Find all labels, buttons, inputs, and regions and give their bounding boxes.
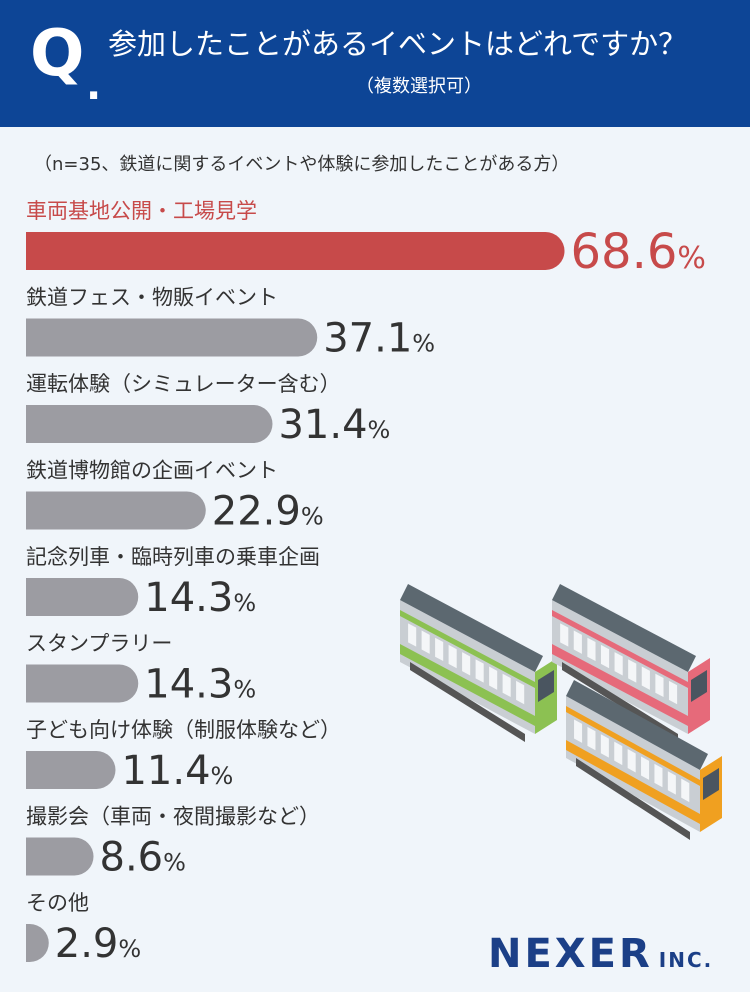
bar <box>26 491 206 530</box>
bar <box>26 837 94 876</box>
train-illustration <box>400 584 722 840</box>
category-label: その他 <box>26 891 89 915</box>
question-title: 参加したことがあるイベントはどれですか？ <box>108 27 688 61</box>
bar <box>26 664 139 703</box>
bar <box>26 232 565 270</box>
orange-train <box>566 680 722 840</box>
bar <box>26 924 49 962</box>
value-label: 11.4% <box>121 748 233 794</box>
logo-suffix: INC. <box>658 948 714 972</box>
category-label: 記念列車・臨時列車の乗車企画 <box>26 545 320 569</box>
question-mark-dot: . <box>86 63 102 109</box>
category-label: 子ども向け体験（制服体験など） <box>26 718 341 742</box>
category-label: 車両基地公開・工場見学 <box>26 199 257 223</box>
question-mark: Q <box>30 17 85 91</box>
bar <box>26 578 139 616</box>
question-header: Q . 参加したことがあるイベントはどれですか？ （複数選択可） <box>0 0 750 127</box>
value-label: 14.3% <box>144 662 256 708</box>
value-label: 68.6% <box>571 224 706 280</box>
bar <box>26 318 318 357</box>
question-subtitle: （複数選択可） <box>356 76 482 97</box>
value-label: 37.1% <box>323 316 435 362</box>
logo-main: NEXER <box>488 931 653 977</box>
nexer-logo: NEXER INC. <box>488 934 713 974</box>
sample-note: （n=35、鉄道に関するイベントや体験に参加したことがある方） <box>34 154 570 175</box>
bar <box>26 405 273 443</box>
category-label: 撮影会（車両・夜間撮影など） <box>26 805 320 829</box>
value-label: 8.6% <box>100 835 186 881</box>
value-label: 31.4% <box>278 402 390 448</box>
category-label: 鉄道フェス・物販イベント <box>26 286 278 310</box>
bar <box>26 751 116 789</box>
value-label: 2.9% <box>55 921 141 967</box>
bar-series: 車両基地公開・工場見学 68.6% 鉄道フェス・物販イベント 37.1% 運転体験（シミ… <box>26 199 706 967</box>
green-train <box>400 584 557 742</box>
category-label: スタンプラリー <box>26 632 172 656</box>
category-label: 鉄道博物館の企画イベント <box>26 459 278 483</box>
value-label: 14.3% <box>144 575 256 621</box>
category-label: 運転体験（シミュレーター含む） <box>26 372 341 396</box>
value-label: 22.9% <box>212 489 324 535</box>
